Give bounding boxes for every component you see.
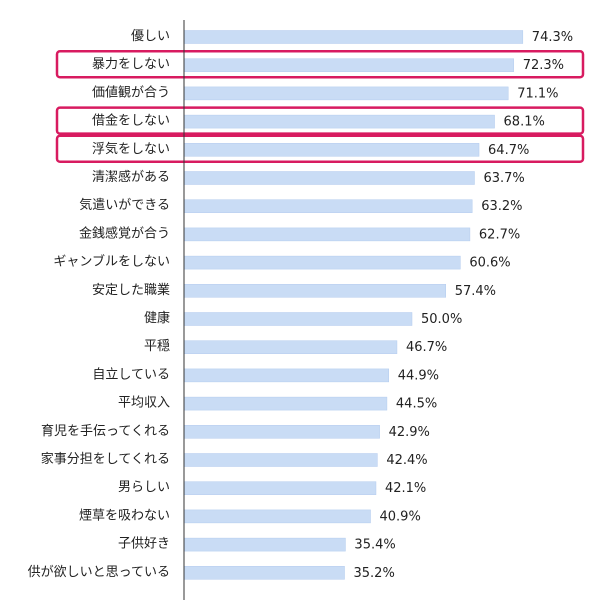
highlight-box [55, 134, 585, 164]
category-label: 平穏 [144, 339, 170, 354]
value-label: 42.9% [389, 425, 430, 440]
bar [183, 199, 473, 213]
bar [183, 86, 509, 101]
category-label: 清潔感がある [92, 169, 170, 185]
bar [183, 368, 389, 383]
bar [183, 171, 475, 185]
value-label: 62.7% [479, 227, 520, 242]
category-label: 供が欲しいと思っている [28, 564, 170, 580]
value-label: 68.1% [504, 115, 545, 130]
category-label: 価値観が合う [92, 84, 170, 100]
bar [183, 425, 380, 439]
value-label: 57.4% [455, 284, 496, 299]
value-label: 35.2% [354, 566, 395, 581]
bar [183, 255, 461, 270]
bar [183, 509, 371, 524]
bar [183, 537, 346, 552]
value-label: 74.3% [532, 30, 573, 45]
bar [183, 312, 413, 326]
value-label: 42.4% [386, 453, 427, 468]
category-label: ギャンブルをしない [53, 254, 170, 270]
bar [183, 143, 480, 157]
category-label: 金銭感覚が合う [79, 225, 170, 241]
category-label: 煙草を吸わない [79, 508, 170, 523]
value-label: 50.0% [421, 312, 462, 327]
category-label: 優しい [131, 29, 170, 44]
bar [183, 284, 446, 298]
category-label: 安定した職業 [92, 282, 170, 298]
bar [183, 566, 345, 580]
bar [183, 396, 388, 411]
value-label: 60.6% [469, 256, 510, 271]
value-labels-group: 74.3% 72.3% 71.1% 68.1% 64.7% 63.7% 63.2% 62.7%… [354, 30, 574, 581]
category-label: 健康 [144, 310, 170, 326]
category-label: 自立している [92, 367, 170, 382]
value-label: 44.5% [396, 397, 437, 412]
value-label: 35.4% [354, 538, 395, 553]
highlight-box [55, 106, 585, 135]
category-label: 平均収入 [118, 396, 170, 411]
category-label: 家事分担をしてくれる [41, 451, 170, 467]
bar [183, 114, 495, 129]
bars-group [183, 30, 524, 580]
highlight-boxes-group [55, 49, 585, 164]
value-label: 42.1% [385, 481, 426, 496]
bar [183, 340, 398, 354]
category-labels-group: 優しい暴力をしない価値観が合う借金をしない浮気をしない清潔感がある気遣いができる… [28, 29, 170, 580]
category-label: 浮気をしない [92, 141, 170, 157]
category-label: 借金をしない [92, 113, 170, 129]
bar [183, 58, 514, 72]
category-label: 暴力をしない [92, 57, 170, 72]
value-label: 72.3% [523, 58, 564, 73]
category-label: 育児を手伝ってくれる [41, 423, 170, 439]
category-label: 男らしい [118, 480, 170, 495]
value-label: 64.7% [488, 143, 529, 158]
bar [183, 481, 377, 495]
highlight-box [55, 49, 585, 79]
value-label: 46.7% [406, 340, 447, 355]
bar [183, 453, 378, 467]
value-label: 63.7% [483, 171, 524, 186]
bar [183, 30, 524, 44]
value-label: 44.9% [398, 368, 439, 383]
category-label: 気遣いができる [79, 197, 170, 213]
bar [183, 227, 471, 242]
value-label: 40.9% [380, 509, 421, 524]
value-label: 63.2% [481, 199, 522, 214]
category-label: 子供好き [118, 537, 170, 552]
value-label: 71.1% [517, 86, 558, 101]
